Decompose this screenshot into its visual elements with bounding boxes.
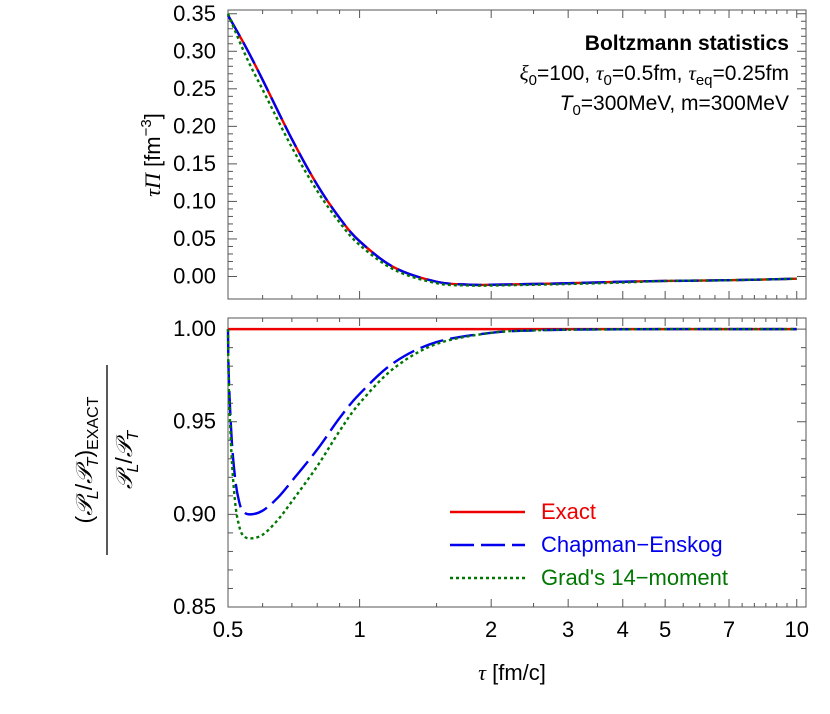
x-tick-label: 1: [353, 617, 365, 642]
x-tick-label: 7: [723, 617, 735, 642]
legend-label-exact: Exact: [541, 499, 596, 524]
legend-label-chapman-enskog: Chapman−Enskog: [541, 532, 723, 557]
y-tick-label: 0.35: [173, 1, 216, 26]
annotation-title: Boltzmann statistics: [585, 32, 789, 55]
y-tick-label: 0.00: [173, 263, 216, 288]
figure: 0.000.050.100.150.200.250.300.35 τΠ [fm−…: [0, 0, 830, 714]
y-tick-label: 0.10: [173, 188, 216, 213]
y-tick-label: 0.20: [173, 113, 216, 138]
x-tick-label: 5: [659, 617, 671, 642]
x-tick-label: 2: [485, 617, 497, 642]
x-axis-label: τ [fm/c]: [478, 660, 546, 685]
y-tick-label: 0.85: [173, 594, 216, 619]
y-tick-label: 0.30: [173, 38, 216, 63]
y-tick-label: 0.90: [173, 501, 216, 526]
x-tick-label: 4: [617, 617, 629, 642]
annotation-line-2: T0=300MeV, m=300MeV: [560, 92, 789, 119]
x-tick-label: 3: [562, 617, 574, 642]
annotation-line-1: ξ0=100, τ0=0.5fm, τeq=0.25fm: [520, 61, 789, 89]
x-tick-label: 10: [784, 617, 808, 642]
y-tick-label: 0.95: [173, 409, 216, 434]
x-tick-label: 0.5: [213, 617, 244, 642]
legend-label-grad-s-14-moment: Grad's 14−moment: [541, 565, 728, 590]
y-tick-label: 0.15: [173, 151, 216, 176]
y-tick-label: 0.25: [173, 76, 216, 101]
y-tick-label: 0.05: [173, 226, 216, 251]
y-tick-label: 1.00: [173, 316, 216, 341]
